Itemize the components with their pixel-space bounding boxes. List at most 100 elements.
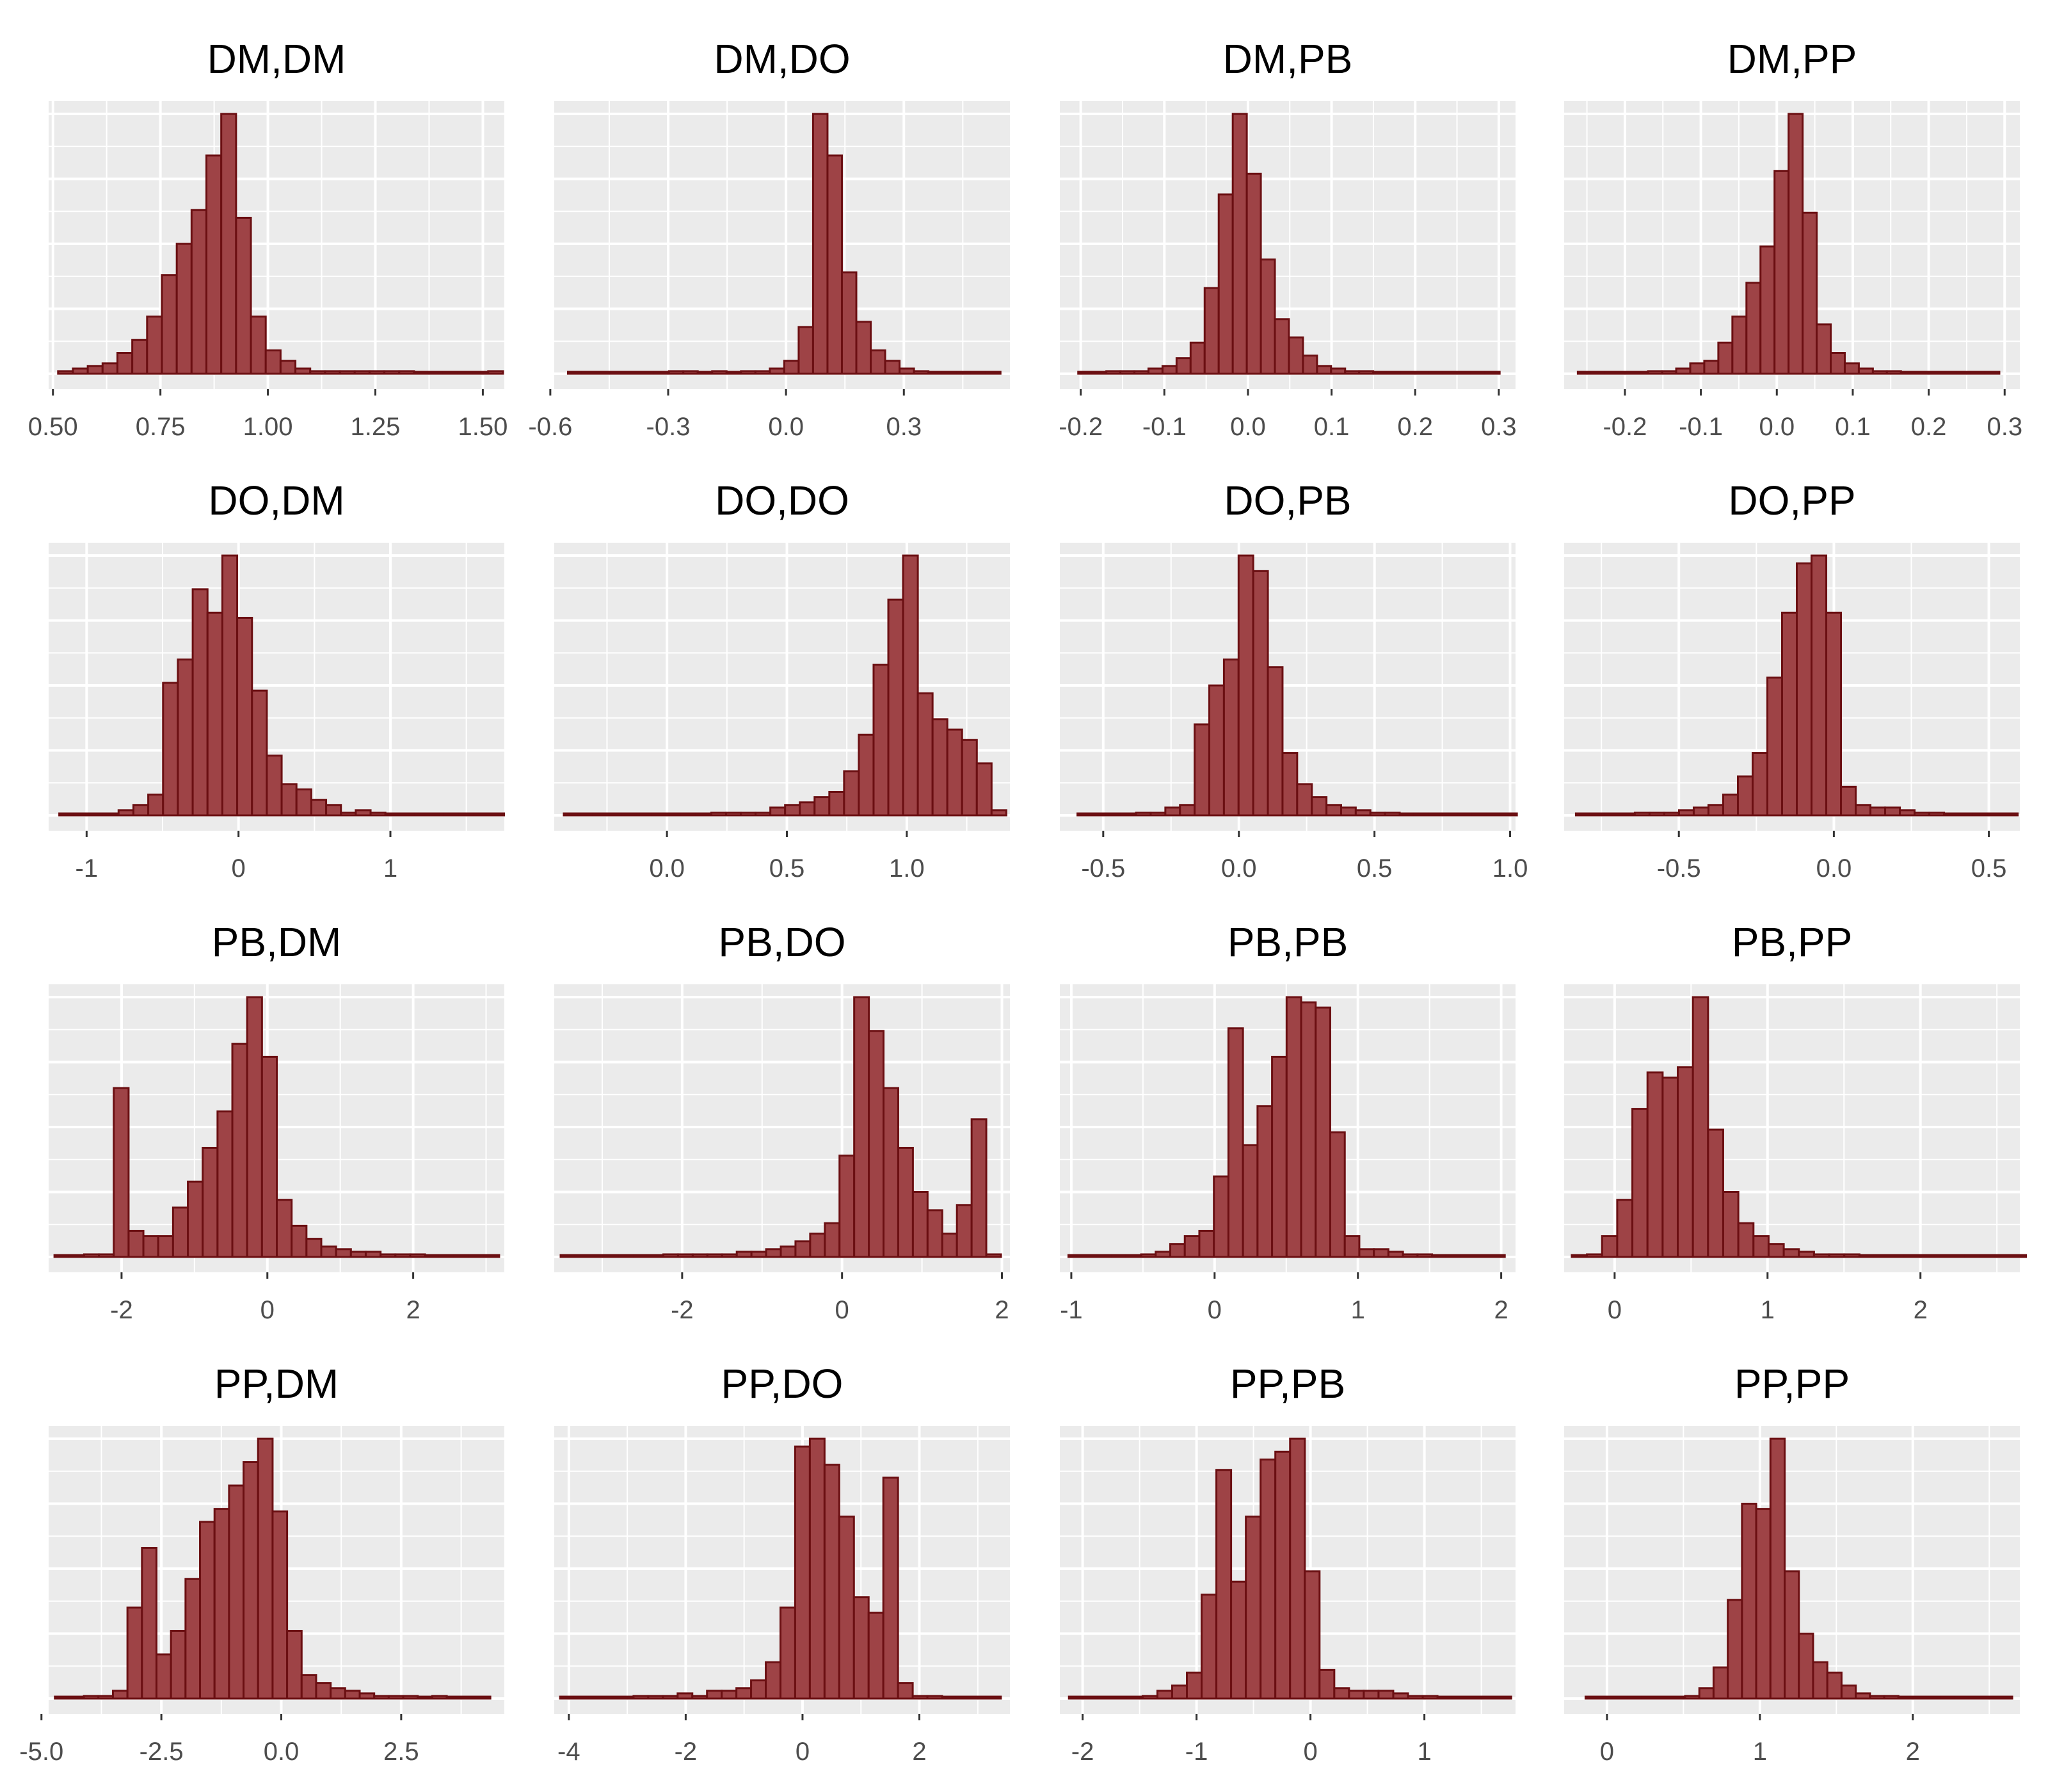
panel-title: DM,DO	[714, 36, 850, 82]
histogram-bar	[868, 1030, 885, 1258]
histogram-bar	[1436, 1695, 1453, 1700]
x-tick-label: 1.00	[243, 413, 293, 441]
histogram-bar	[566, 371, 584, 375]
histogram-bar	[1661, 370, 1677, 375]
histogram-bar	[1495, 1695, 1512, 1700]
histogram-bar	[286, 1629, 303, 1700]
histogram-bar	[246, 996, 263, 1258]
histogram-bar	[131, 339, 148, 375]
histogram-bar	[913, 370, 930, 375]
histogram-bar	[438, 1254, 456, 1258]
histogram-bar	[1641, 1695, 1658, 1700]
histogram-bar	[1125, 1254, 1142, 1258]
histogram-bar	[1784, 1570, 1800, 1700]
x-tick-label: 0.0	[1221, 854, 1257, 883]
histogram-bar	[808, 1437, 826, 1700]
x-tick-label: 2	[1914, 1296, 1928, 1324]
histogram-bar	[784, 804, 801, 817]
histogram-bar	[1722, 794, 1739, 817]
histogram-bar	[1373, 1248, 1389, 1258]
histogram-bar	[1470, 371, 1487, 375]
histogram-bar	[1281, 752, 1299, 817]
x-tick-label: 0	[260, 1296, 275, 1324]
histogram-bar	[142, 1235, 159, 1258]
histogram-bar	[460, 1695, 477, 1700]
histogram-bar	[1858, 1254, 1876, 1258]
histogram-bar	[1619, 371, 1635, 375]
histogram-bar	[1796, 562, 1813, 817]
histogram-bar	[1175, 357, 1192, 375]
histogram-bar	[754, 370, 771, 375]
histogram-bar	[662, 1695, 679, 1700]
histogram-bar	[68, 1695, 85, 1700]
histogram-bar	[1919, 1254, 1937, 1258]
histogram-bar	[1489, 1254, 1506, 1258]
histogram-bar	[310, 799, 328, 817]
histogram-bar	[603, 1695, 620, 1700]
histogram-bar	[1183, 1235, 1201, 1258]
histogram-bar	[1274, 318, 1290, 375]
histogram-bar	[828, 790, 845, 817]
histogram-bar	[1912, 1695, 1928, 1700]
x-tick-label: -2	[675, 1738, 698, 1766]
histogram-bar	[113, 1087, 130, 1258]
histogram-bar	[1751, 752, 1768, 817]
histogram-bar	[384, 812, 401, 817]
histogram-bar	[1274, 1450, 1292, 1700]
histogram-bar	[199, 1521, 216, 1700]
histogram-bar	[636, 812, 653, 817]
panel-title: PB,PP	[1732, 919, 1853, 965]
histogram-bar	[1222, 658, 1240, 817]
histogram-bar	[1826, 1671, 1843, 1700]
histogram-bar	[1076, 812, 1093, 817]
histogram-bar	[368, 370, 386, 375]
x-tick-label: 2	[406, 1296, 420, 1324]
panel-title: PP,PB	[1230, 1361, 1345, 1407]
histogram-bar	[676, 1253, 694, 1258]
histogram-bar	[1400, 371, 1416, 375]
histogram-panel: 0.0 0.5 1.0 DO,DO	[554, 477, 1010, 883]
histogram-bar	[1288, 336, 1304, 375]
histogram-bar	[1646, 1071, 1664, 1258]
histogram-bar	[414, 812, 431, 817]
histogram-panel: -0.2 -0.1 0.0 0.1 0.2 0.3 DM,PB	[1059, 36, 1516, 441]
histogram-bar	[413, 371, 430, 375]
histogram-bar	[1830, 352, 1846, 375]
histogram-bar	[1363, 1690, 1380, 1700]
histogram-bar	[1964, 1254, 1982, 1258]
histogram-bar	[1392, 1692, 1409, 1700]
histogram-bar	[676, 1692, 694, 1700]
histogram-bar	[257, 1437, 274, 1700]
histogram-bar	[765, 1661, 781, 1700]
histogram-bar	[899, 367, 915, 375]
histogram-bar	[473, 812, 490, 817]
histogram-bar	[1698, 1687, 1715, 1700]
histogram-bar	[53, 1254, 70, 1258]
panel-title: DO,DM	[208, 477, 344, 524]
histogram-bar	[1798, 1251, 1815, 1258]
histogram-bar	[1442, 371, 1459, 375]
x-tick-label: 1.0	[889, 854, 925, 883]
histogram-bar	[88, 812, 105, 817]
histogram-bar	[57, 370, 74, 375]
histogram-bar	[647, 1695, 664, 1700]
histogram-bar	[1631, 1108, 1649, 1258]
histogram-bar	[824, 1222, 841, 1258]
x-tick-label: -0.6	[528, 413, 572, 441]
x-tick-label: -2	[110, 1296, 133, 1324]
histogram-bar	[618, 1254, 636, 1258]
histogram-bar	[147, 794, 164, 817]
histogram-bar	[1431, 1254, 1448, 1258]
histogram-bar	[1707, 1128, 1724, 1258]
histogram-bar	[1589, 812, 1606, 817]
histogram-bar	[355, 809, 372, 817]
histogram-bar	[1155, 1251, 1172, 1258]
histogram-bar	[202, 1146, 219, 1258]
histogram-bar	[1169, 1243, 1186, 1258]
histogram-panel: -1 0 1 2 PB,PB	[1060, 919, 1516, 1324]
histogram-bar	[970, 371, 988, 375]
histogram-bar	[1869, 1695, 1885, 1700]
x-tick-label: 0.0	[1230, 413, 1266, 441]
histogram-bar	[1782, 1248, 1800, 1258]
histogram-bar	[1296, 783, 1313, 817]
